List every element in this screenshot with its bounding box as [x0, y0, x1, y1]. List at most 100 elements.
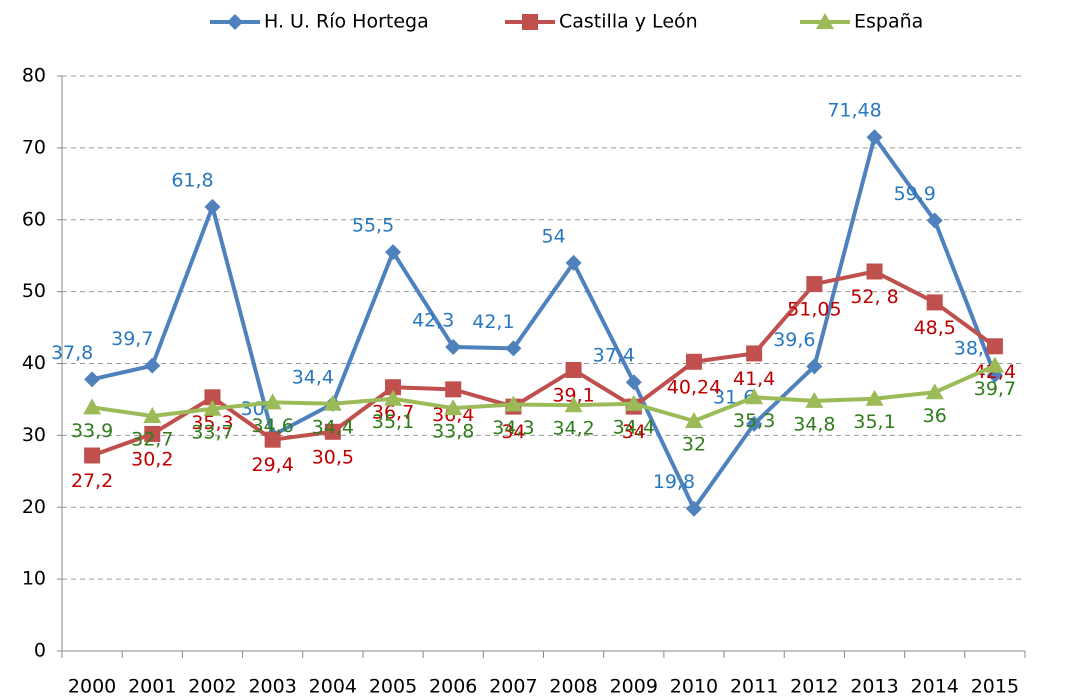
marker	[143, 406, 162, 423]
data-label: 34,8	[793, 413, 835, 435]
series-line	[91, 269, 997, 458]
x-tick-label: 2004	[309, 676, 357, 698]
marker	[564, 396, 583, 413]
marker	[263, 393, 282, 410]
data-label: 34	[501, 421, 525, 443]
data-label: 30,2	[131, 448, 173, 470]
marker	[565, 361, 582, 378]
data-label: 61,8	[171, 169, 213, 191]
data-label: 34,4	[312, 416, 354, 438]
data-label: 38,4	[954, 338, 996, 360]
data-label: 33,7	[191, 421, 233, 443]
x-tick-label: 2003	[248, 676, 296, 698]
marker	[505, 340, 522, 357]
data-label: 42,3	[412, 309, 454, 331]
marker	[624, 394, 643, 411]
data-label: 30,5	[312, 446, 354, 468]
marker	[445, 381, 462, 398]
series-line	[91, 363, 996, 423]
marker	[805, 391, 824, 408]
data-label: 34,2	[552, 418, 594, 440]
x-tick-label: 2009	[610, 676, 658, 698]
marker	[746, 415, 763, 432]
marker	[806, 276, 823, 293]
y-tick-label: 40	[22, 352, 46, 374]
marker	[204, 198, 221, 215]
marker	[746, 345, 763, 362]
marker	[925, 383, 944, 400]
legend-label: Castilla y León	[559, 11, 698, 33]
marker	[745, 388, 764, 405]
marker	[324, 423, 341, 440]
data-label: 34,3	[492, 417, 534, 439]
data-label: 41,4	[733, 368, 775, 390]
data-label: 39,6	[773, 329, 815, 351]
data-label: 34	[622, 421, 646, 443]
marker	[866, 263, 883, 280]
data-label: 39,1	[552, 384, 594, 406]
marker	[144, 425, 161, 442]
marker	[385, 244, 402, 261]
marker	[84, 371, 101, 388]
data-label: 34,4	[613, 416, 655, 438]
y-tick-label: 10	[22, 568, 46, 590]
legend-marker	[522, 14, 538, 30]
y-tick-label: 80	[22, 65, 46, 87]
data-label: 52, 8	[850, 286, 898, 308]
data-label: 35,1	[372, 411, 414, 433]
data-label: 35,1	[853, 411, 895, 433]
marker	[625, 374, 642, 391]
legend-marker	[227, 14, 243, 30]
data-label: 59,9	[894, 183, 936, 205]
y-tick-label: 50	[22, 280, 46, 302]
data-label: 71,48	[827, 100, 881, 122]
data-label: 34,6	[252, 415, 294, 437]
marker	[685, 500, 702, 517]
data-label: 33,8	[432, 421, 474, 443]
data-label: 37,8	[51, 342, 93, 364]
marker	[323, 394, 342, 411]
data-label: 36,7	[372, 402, 414, 424]
series-line	[91, 135, 997, 511]
marker	[504, 395, 523, 412]
legend-marker	[816, 13, 834, 29]
x-tick-label: 2005	[369, 676, 417, 698]
marker	[385, 379, 402, 396]
marker	[445, 338, 462, 355]
data-label: 36	[923, 405, 947, 427]
legend-label: H. U. Río Hortega	[264, 11, 429, 33]
y-tick-label: 20	[22, 496, 46, 518]
x-tick-label: 2008	[549, 676, 597, 698]
marker	[444, 399, 463, 416]
marker	[926, 212, 943, 229]
data-label: 32	[682, 434, 706, 456]
marker	[926, 294, 943, 311]
data-label: 39,7	[111, 328, 153, 350]
marker	[684, 412, 703, 428]
x-tick-label: 2012	[790, 676, 838, 698]
marker	[986, 338, 1003, 355]
marker	[866, 129, 883, 146]
data-label: 54	[542, 225, 566, 247]
data-label: 39,7	[974, 378, 1016, 400]
marker	[685, 353, 702, 370]
data-label: 34,4	[292, 366, 334, 388]
data-label: 35,3	[733, 410, 775, 432]
marker	[985, 356, 1004, 373]
data-label: 27,2	[71, 470, 113, 492]
x-tick-label: 2010	[670, 676, 718, 698]
x-tick-label: 2000	[68, 676, 116, 698]
marker	[565, 254, 582, 271]
marker	[83, 398, 102, 415]
y-tick-label: 70	[22, 136, 46, 158]
y-tick-label: 60	[22, 208, 46, 230]
data-label: 19,8	[653, 471, 695, 493]
data-label: 40,24	[667, 376, 721, 398]
marker	[384, 389, 403, 406]
x-tick-label: 2001	[128, 676, 176, 698]
marker	[264, 431, 281, 448]
data-label: 32,7	[131, 428, 173, 450]
x-tick-label: 2006	[429, 676, 477, 698]
marker	[865, 389, 884, 406]
